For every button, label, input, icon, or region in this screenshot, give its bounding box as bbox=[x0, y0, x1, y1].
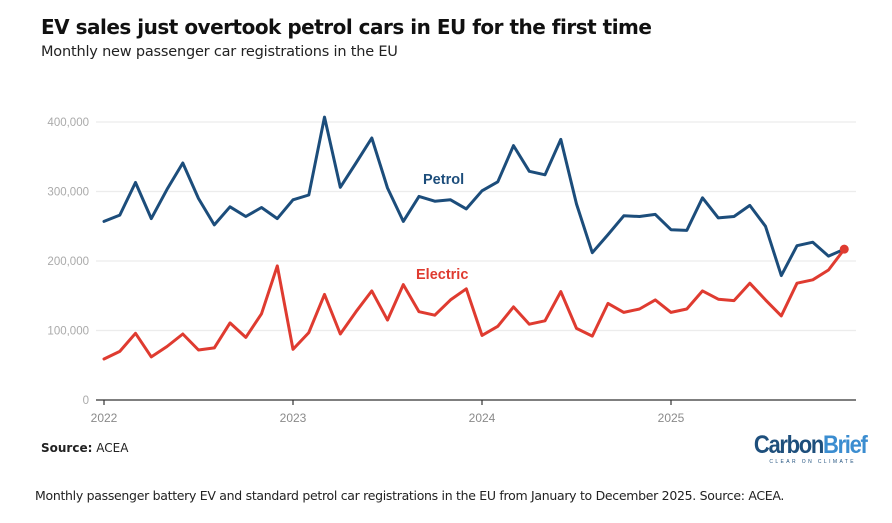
logo-carbon: Carbon bbox=[753, 431, 824, 459]
y-tick-label: 200,000 bbox=[47, 256, 89, 268]
logo-wordmark: CarbonBrief bbox=[753, 431, 868, 459]
y-tick-label: 0 bbox=[83, 395, 89, 407]
x-tick-label: 2024 bbox=[469, 411, 496, 425]
series-label-electric: Electric bbox=[416, 267, 468, 283]
series-label-petrol: Petrol bbox=[423, 172, 464, 188]
figure-caption: Monthly passenger battery EV and standar… bbox=[35, 488, 785, 503]
source-label: Source: bbox=[41, 441, 93, 455]
series-line-petrol bbox=[102, 115, 846, 278]
x-tick-label: 2023 bbox=[280, 411, 307, 425]
x-tick-label: 2025 bbox=[658, 411, 685, 425]
x-tick-label: 2022 bbox=[91, 411, 118, 425]
y-axis-ticks: 0 100,000 200,000 300,000 400,000 bbox=[47, 117, 89, 407]
chart-subtitle: Monthly new passenger car registrations … bbox=[41, 44, 398, 60]
y-tick-label: 300,000 bbox=[47, 187, 89, 199]
y-tick-label: 100,000 bbox=[47, 326, 89, 338]
gridlines bbox=[96, 121, 856, 332]
source-note: Source: ACEA bbox=[41, 441, 128, 455]
carbonbrief-logo: CarbonBrief CLEAR ON CLIMATE bbox=[740, 431, 868, 466]
source-value: ACEA bbox=[96, 441, 129, 455]
series-line-electric bbox=[102, 247, 846, 361]
y-tick-label: 400,000 bbox=[47, 117, 89, 129]
series-end-marker-electric bbox=[839, 244, 849, 254]
series-lines bbox=[102, 115, 849, 361]
logo-tagline: CLEAR ON CLIMATE bbox=[769, 459, 856, 465]
logo-brief: Brief bbox=[823, 431, 868, 459]
x-axis: 2022 2023 2024 2025 bbox=[91, 399, 856, 425]
chart-title: EV sales just overtook petrol cars in EU… bbox=[41, 15, 652, 39]
